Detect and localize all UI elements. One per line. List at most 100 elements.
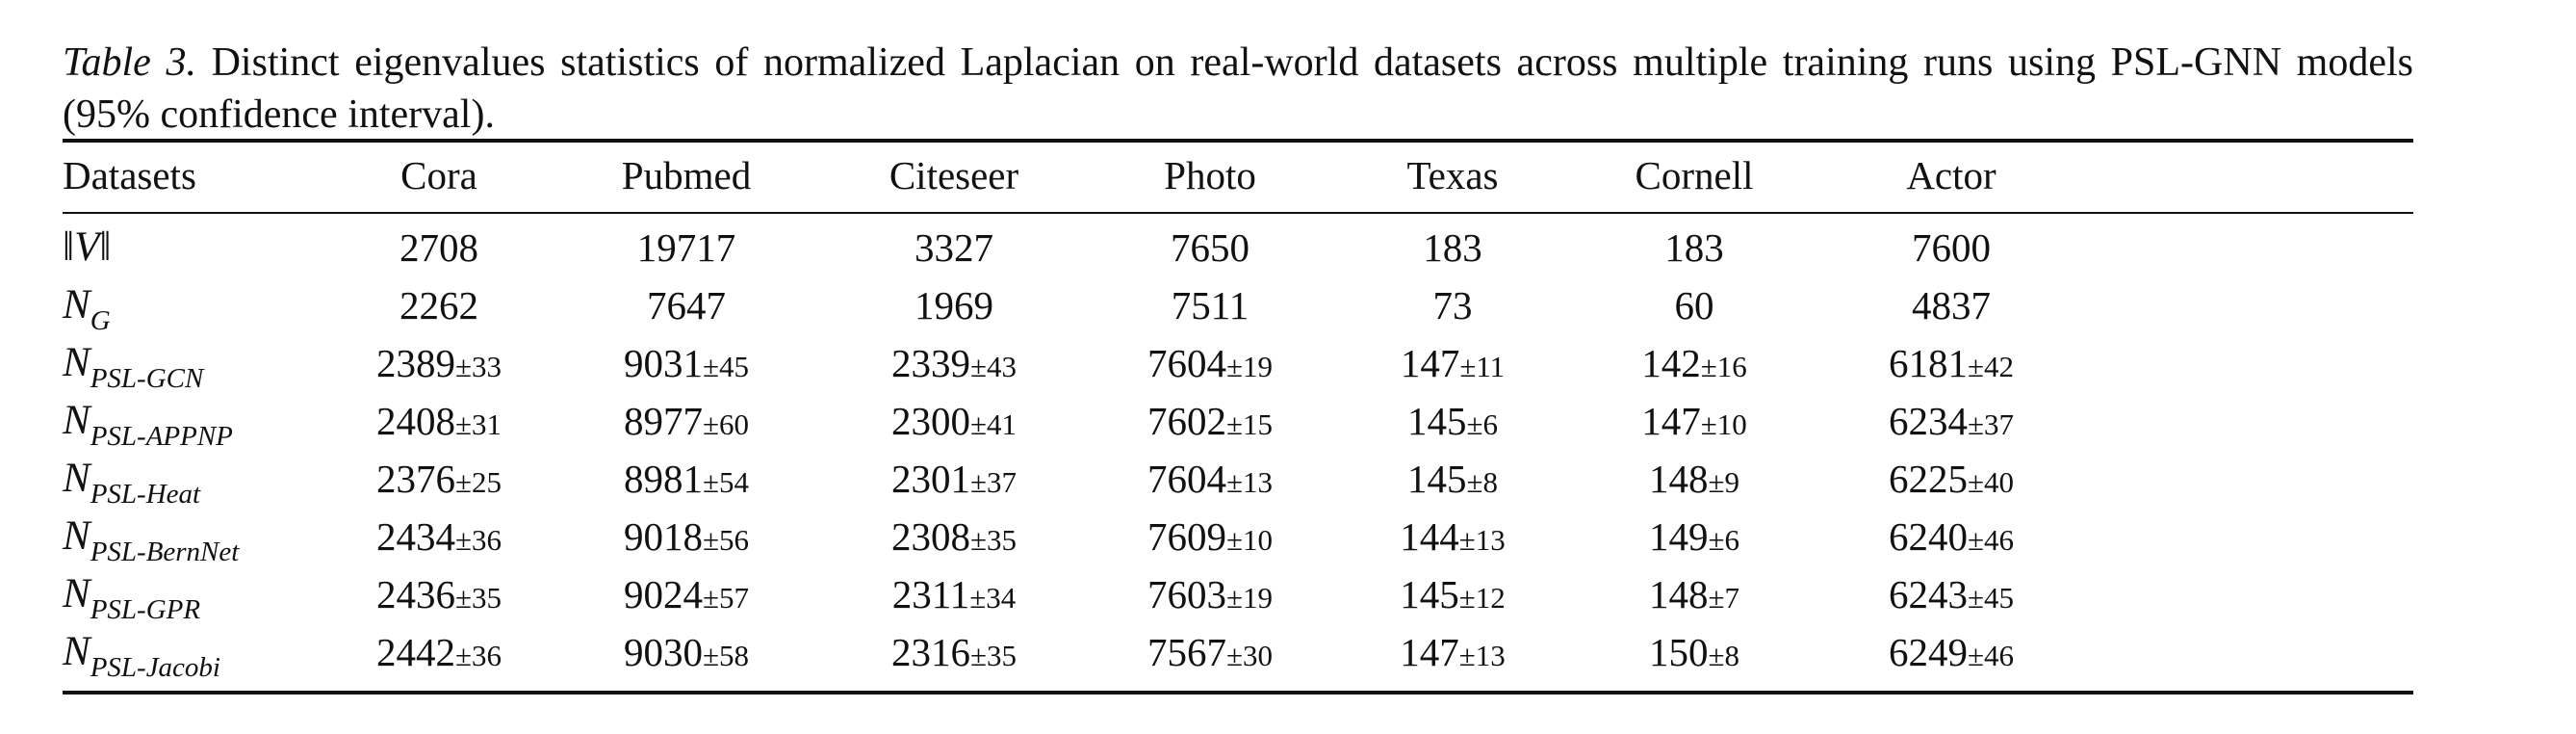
row-subscript: PSL-GCN (90, 363, 204, 394)
table-cell: 2408±31 (376, 397, 502, 449)
cell-value: 1969 (914, 283, 993, 328)
cell-value: 9024 (623, 572, 703, 616)
bottom-rule (63, 691, 2413, 695)
table-cell: 2316±35 (891, 628, 1017, 680)
row-symbol: ‖V‖ (63, 224, 112, 270)
cell-value: 2262 (399, 283, 478, 328)
cell-value: 144 (1400, 514, 1459, 559)
cell-ci: ±25 (454, 465, 502, 499)
cell-value: 148 (1648, 572, 1709, 616)
cell-value: 2339 (890, 341, 970, 385)
table-cell: 2308±35 (891, 512, 1017, 564)
cell-ci: ±37 (969, 465, 1018, 499)
table-cell: 73 (1433, 281, 1473, 329)
cell-value: 2708 (399, 225, 478, 270)
cell-ci: ±57 (702, 581, 750, 615)
cell-value: 6249 (1888, 630, 1968, 674)
table-cell: 147±10 (1641, 397, 1747, 449)
cell-value: 150 (1648, 630, 1709, 674)
cell-ci: ±46 (1967, 639, 2015, 672)
row-symbol: N (63, 282, 90, 328)
header-cell: Pubmed (621, 153, 752, 197)
cell-value: 2436 (375, 572, 455, 616)
cell-value: 7603 (1146, 572, 1226, 616)
cell-value: 7511 (1171, 283, 1249, 328)
cell-value: 60 (1674, 283, 1714, 328)
cell-value: 7650 (1171, 225, 1249, 270)
table-cell: 183 (1423, 223, 1482, 272)
cell-ci: ±10 (1700, 407, 1747, 441)
cell-value: 6234 (1888, 399, 1968, 443)
row-label: NPSL-APPNP (63, 397, 233, 460)
table-cell: 7600 (1912, 223, 1991, 272)
cell-ci: ±31 (454, 407, 502, 441)
table-cell: 7604±19 (1147, 339, 1273, 391)
cell-value: 2442 (375, 630, 455, 674)
header-cell: Photo (1164, 153, 1256, 197)
row-subscript: PSL-Jacobi (90, 652, 220, 683)
cell-ci: ±37 (1967, 407, 2015, 441)
table-cell: 148±9 (1649, 455, 1739, 507)
cell-value: 7604 (1146, 341, 1226, 385)
cell-value: 147 (1400, 630, 1459, 674)
cell-ci: ±60 (702, 407, 750, 441)
row-symbol: N (63, 513, 90, 559)
cell-ci: ±7 (1708, 581, 1740, 615)
cell-value: 2316 (890, 630, 970, 674)
cell-ci: ±8 (1466, 465, 1499, 499)
cell-ci: ±43 (969, 350, 1018, 383)
cell-ci: ±58 (702, 639, 750, 672)
cell-value: 147 (1400, 341, 1460, 385)
table-cell: 7647 (647, 281, 726, 329)
table-cell: 2262 (399, 281, 478, 329)
cell-value: 145 (1400, 572, 1459, 616)
cell-ci: ±13 (1458, 639, 1506, 672)
cell-ci: ±13 (1458, 523, 1506, 557)
table-cell: 7511 (1172, 281, 1249, 329)
table-cell: 7602±15 (1147, 397, 1273, 449)
row-subscript: PSL-BernNet (90, 537, 240, 567)
table-cell: 7567±30 (1147, 628, 1273, 680)
table-cell: 2389±33 (376, 339, 502, 391)
table-cell: 2442±36 (376, 628, 502, 680)
cell-ci: ±41 (969, 407, 1018, 441)
row-label: NPSL-GCN (63, 339, 203, 403)
cell-value: 7602 (1146, 399, 1226, 443)
cell-value: 6240 (1888, 514, 1968, 559)
table-cell: 145±6 (1407, 397, 1498, 449)
cell-value: 2301 (890, 457, 970, 501)
row-subscript: PSL-Heat (90, 479, 201, 510)
table-cell: 6234±37 (1889, 397, 2014, 449)
cell-value: 2389 (375, 341, 455, 385)
cell-ci: ±46 (1967, 523, 2015, 557)
row-subscript: PSL-GPR (90, 594, 201, 625)
table-cell: 145±12 (1400, 570, 1506, 622)
row-label: NPSL-Jacobi (63, 628, 220, 692)
row-symbol: N (63, 456, 90, 501)
caption: Table 3. Distinct eigenvalues statistics… (63, 37, 2413, 141)
cell-ci: ±19 (1225, 581, 1274, 615)
cell-value: 6243 (1888, 572, 1968, 616)
cell-value: 7600 (1912, 225, 1991, 270)
table-cell: 9024±57 (624, 570, 749, 622)
cell-ci: ±33 (454, 350, 502, 383)
cell-value: 2311 (891, 572, 970, 616)
cell-value: 2434 (375, 514, 455, 559)
table-cell: 148±7 (1649, 570, 1739, 622)
row-label: NG (63, 281, 111, 345)
header-cell: Actor (1906, 153, 1996, 197)
cell-value: 142 (1641, 341, 1701, 385)
cell-ci: ±11 (1459, 350, 1506, 383)
row-symbol: N (63, 340, 90, 385)
cell-ci: ±36 (454, 523, 502, 557)
cell-ci: ±19 (1225, 350, 1274, 383)
cell-ci: ±35 (969, 639, 1018, 672)
table-cell: 144±13 (1400, 512, 1506, 564)
row-symbol: N (63, 571, 90, 616)
row-label: ‖V‖ (63, 223, 111, 272)
table-cell: 9018±56 (624, 512, 749, 564)
cell-ci: ±10 (1225, 523, 1274, 557)
header-cell: Cornell (1635, 153, 1754, 197)
cell-ci: ±35 (969, 523, 1018, 557)
table-cell: 142±16 (1641, 339, 1747, 391)
